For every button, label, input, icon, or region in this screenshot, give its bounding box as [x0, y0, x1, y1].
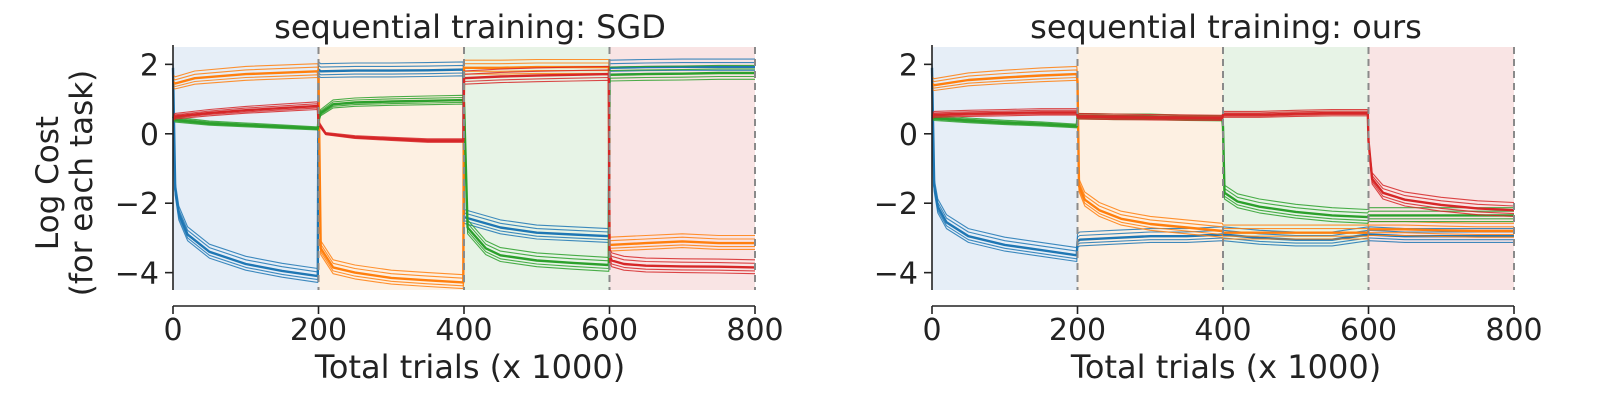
series-task-1 [171, 58, 755, 283]
y-axis-label-line1: Log Cost [30, 116, 66, 250]
x-axis-label-ours: Total trials (x 1000) [1070, 348, 1381, 386]
phase-band-2 [1077, 47, 1223, 290]
x-tick-label: 600 [581, 313, 638, 348]
series-line-2-run-1 [172, 65, 755, 284]
series-line-2-run-1 [931, 72, 1514, 234]
x-tick-label: 400 [1194, 313, 1251, 348]
series-line-1-run-1 [171, 65, 755, 278]
series-line-1-run-4 [931, 60, 1514, 249]
phase-band-4 [1368, 47, 1514, 290]
x-tick-label: 400 [435, 313, 492, 348]
plot-area-sgd: 0 200 400 600 800 2 0 −2 −4 [115, 45, 784, 348]
series-line-1-run-2 [172, 62, 755, 273]
x-tick-label: 0 [922, 313, 941, 348]
y-tick-label: 2 [140, 48, 159, 83]
series-line-1-run-5 [931, 74, 1514, 263]
series-line-2-run-3 [931, 76, 1514, 237]
series-task-2 [931, 65, 1514, 240]
y-tick-label: 0 [140, 118, 159, 153]
panel-ours: sequential training: ours Total trials (… [874, 8, 1543, 386]
series-line-1-run-3 [931, 71, 1514, 260]
series-line-2-run-5 [931, 79, 1514, 240]
y-tick-label: 0 [899, 118, 918, 153]
series-line-2-run-2 [172, 62, 755, 279]
panel-sgd: sequential training: SGD Log Cost (for e… [30, 8, 784, 386]
chart-title-sgd: sequential training: SGD [274, 8, 666, 46]
series-line-1-run-4 [172, 58, 755, 270]
series-line-2-run-3 [172, 70, 755, 287]
x-axis-label-sgd: Total trials (x 1000) [314, 348, 625, 386]
y-tick-label: −2 [115, 187, 159, 222]
series-line-2-run-4 [172, 58, 755, 276]
series-line-4-run-5 [931, 114, 1515, 217]
series-task-2 [172, 58, 755, 290]
series-line-1-run-2 [931, 63, 1514, 252]
plot-area-ours: 0 200 400 600 800 2 0 −2 −4 [874, 45, 1543, 348]
series-task-1 [930, 60, 1514, 263]
x-tick-label: 800 [1485, 313, 1542, 348]
x-tick-label: 600 [1340, 313, 1397, 348]
phase-band-2 [318, 47, 464, 290]
series-line-2-run-5 [172, 72, 755, 290]
series-line-2-run-2 [931, 69, 1514, 230]
y-axis-label: Log Cost (for each task) [30, 70, 100, 297]
x-tick-label: 0 [163, 313, 182, 348]
x-tick-label: 800 [726, 313, 783, 348]
series-line-4-run-3 [931, 113, 1515, 215]
phase-band-3 [1223, 47, 1369, 290]
series-line-3-run-5 [931, 118, 1514, 224]
phase-band-1 [173, 47, 319, 290]
y-tick-label: −2 [874, 187, 918, 222]
x-tick-label: 200 [1049, 313, 1106, 348]
y-tick-label: −4 [115, 257, 159, 292]
chart-title-ours: sequential training: ours [1030, 8, 1422, 46]
x-tick-label: 200 [290, 313, 347, 348]
series-line-1-run-3 [172, 69, 755, 281]
y-tick-label: 2 [899, 48, 918, 83]
y-tick-label: −4 [874, 257, 918, 292]
phase-band-4 [609, 47, 755, 290]
y-axis-label-line2: (for each task) [64, 70, 100, 297]
